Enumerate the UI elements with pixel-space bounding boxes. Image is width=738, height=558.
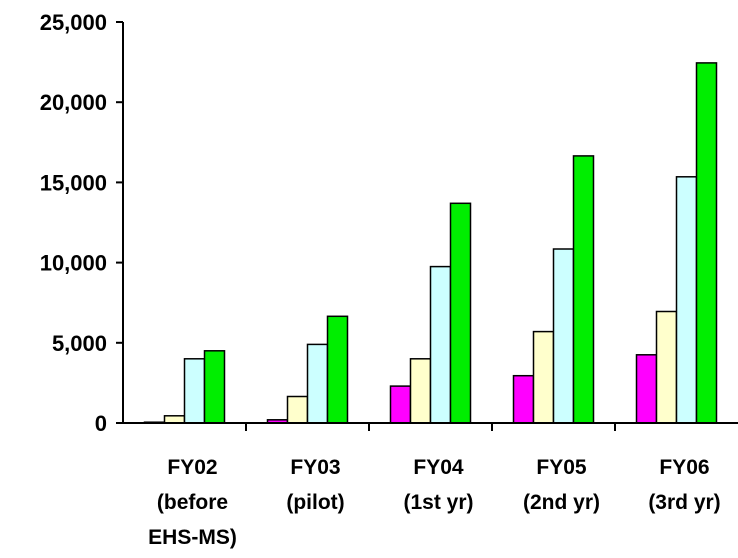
x-category-label: FY06 (3rd yr)	[648, 456, 720, 514]
bar-series2-cat4	[532, 330, 555, 424]
bar-series2-cat5	[655, 310, 678, 424]
x-category-label-line: FY04	[413, 456, 464, 479]
bar-series2-cat1	[163, 415, 186, 424]
bar-series3-cat2	[306, 343, 329, 424]
x-category-label: FY02 (before EHS-MS)	[148, 456, 237, 549]
x-category-label-line: (before	[157, 491, 228, 514]
x-category-label-line: FY05	[536, 456, 587, 479]
x-category-label-line: (2nd yr)	[523, 491, 600, 514]
bars-group	[143, 62, 718, 424]
x-category-label-line: FY03	[290, 456, 340, 479]
y-tick-labels: 0 5,000 10,000 15,000 20,000 25,000	[40, 10, 107, 436]
bar-series4-cat3	[449, 202, 472, 424]
bar-series3-cat5	[675, 176, 698, 424]
bar-series2-cat2	[286, 395, 309, 424]
y-tick-label: 20,000	[40, 90, 107, 115]
y-tick-label: 0	[95, 411, 107, 436]
x-category-label-line: FY06	[659, 456, 709, 479]
y-tick-label: 5,000	[52, 331, 107, 356]
bar-series1-cat5	[635, 354, 658, 424]
x-category-label-line: FY02	[167, 456, 217, 479]
bar-series3-cat1	[183, 358, 206, 424]
x-category-label: FY04 (1st yr)	[403, 456, 473, 514]
bar-series1-cat3	[389, 385, 412, 424]
y-ticks-group	[116, 21, 123, 424]
x-category-label-line: EHS-MS)	[148, 526, 237, 549]
bar-series4-cat2	[326, 315, 349, 424]
x-category-label-line: (pilot)	[286, 491, 344, 514]
bar-series3-cat4	[552, 248, 575, 424]
x-category-labels: FY02 (before EHS-MS) FY03 (pilot) FY04 (1st yr…	[148, 456, 721, 549]
y-tick-label: 15,000	[40, 170, 107, 195]
y-tick-label: 10,000	[40, 251, 107, 276]
bar-series4-cat1	[203, 350, 226, 424]
x-category-label: FY03 (pilot)	[286, 456, 344, 514]
x-category-label-line: (3rd yr)	[648, 491, 720, 514]
y-tick-label: 25,000	[40, 10, 107, 35]
x-category-label: FY05 (2nd yr)	[523, 456, 600, 514]
bar-series4-cat4	[572, 155, 595, 424]
bar-series1-cat4	[512, 374, 535, 424]
bar-series4-cat5	[695, 62, 718, 424]
x-ticks-group	[245, 423, 616, 431]
bar-series3-cat3	[429, 265, 452, 424]
bar-series2-cat3	[409, 358, 432, 424]
x-category-label-line: (1st yr)	[403, 491, 473, 514]
